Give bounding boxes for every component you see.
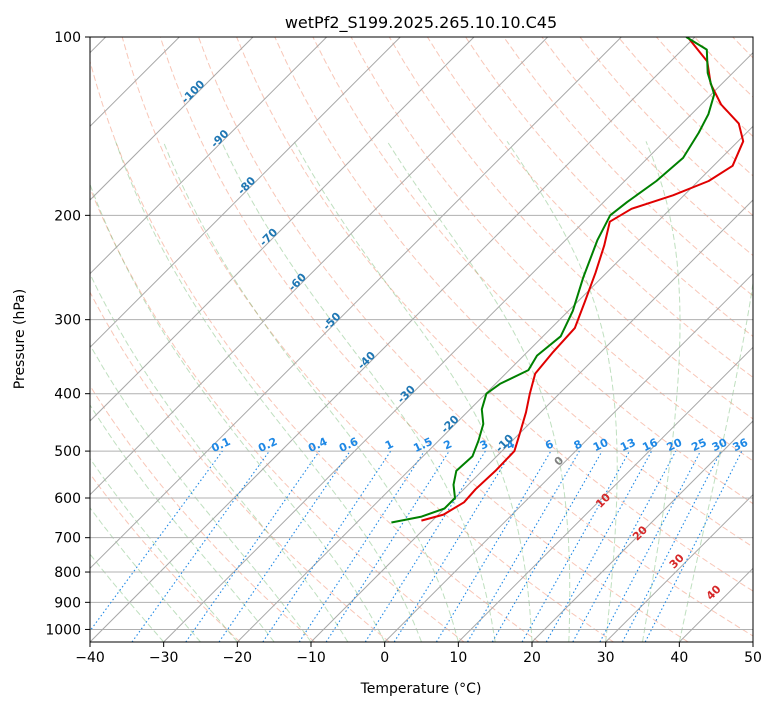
- plot-area-lines: [90, 37, 753, 642]
- dry-adiabat: [503, 37, 753, 297]
- x-tick-label: 30: [597, 650, 615, 666]
- mixing-ratio-label: 16: [640, 436, 660, 454]
- y-tick-label: 300: [54, 313, 81, 329]
- y-tick-label: 100: [54, 30, 81, 46]
- x-tick-label: 20: [523, 650, 541, 666]
- chart-title: wetPf2_S199.2025.265.10.10.C45: [285, 13, 557, 33]
- isotherm-gridline: [90, 37, 696, 642]
- y-tick-label: 1000: [45, 622, 81, 638]
- y-tick-label: 700: [54, 531, 81, 547]
- mixing-ratio-line: [435, 450, 552, 642]
- y-tick-label: 400: [54, 387, 81, 403]
- isotherm-gridline: [90, 37, 328, 275]
- dry-adiabat: [274, 37, 753, 548]
- mixing-ratio-line: [545, 450, 653, 642]
- isotherm-gridline: [90, 37, 622, 570]
- mixing-ratio-line: [572, 450, 677, 642]
- y-tick-label: 200: [54, 208, 81, 224]
- mixing-ratio-label: 36: [731, 436, 751, 454]
- dry-adiabat: [236, 37, 753, 592]
- mixing-ratio-line: [491, 450, 603, 642]
- isotherm-gridline: [90, 37, 475, 422]
- mixing-ratio-line: [325, 450, 450, 642]
- mixing-ratio-line: [364, 450, 486, 642]
- isotherm-gridline: [90, 37, 549, 496]
- mixing-ratio-line: [218, 450, 351, 642]
- dry-adiabat: [90, 384, 316, 642]
- isotherm-gridline: [163, 51, 753, 642]
- x-tick-label: −40: [75, 650, 105, 666]
- mixing-ratio-line: [467, 450, 580, 642]
- x-tick-label: 10: [449, 650, 467, 666]
- x-tick-label: −30: [149, 650, 179, 666]
- y-tick-label: 600: [54, 491, 81, 507]
- x-tick-label: −10: [296, 650, 326, 666]
- dewpoint-profile-line: [391, 37, 716, 524]
- isotherm-gridline: [531, 420, 753, 642]
- dry-adiabat: [90, 472, 241, 642]
- axis-ticks: −40 −30 −20 −10 0 10 20 30 40 50 100 200 300 400 500 60…: [45, 30, 762, 666]
- y-tick-label: 900: [54, 595, 81, 611]
- plot-frame: [89, 36, 754, 643]
- dry-adiabat: [90, 59, 540, 642]
- isotherm-gridline: [90, 37, 254, 201]
- mixing-ratio-line: [521, 450, 630, 642]
- dry-adiabat: [90, 186, 465, 642]
- mixing-ratio-label: 13: [618, 436, 637, 454]
- isotherm-gridline: [384, 272, 753, 642]
- dry-adiabat: [350, 37, 753, 462]
- mixing-ratio-label: 10: [591, 436, 611, 454]
- mixing-ratio-label: 20: [665, 436, 685, 454]
- y-axis-label: Pressure (hPa): [12, 289, 28, 389]
- x-axis-label: Temperature (°C): [360, 681, 482, 697]
- y-tick-label: 800: [54, 565, 81, 581]
- dry-adiabat: [121, 37, 614, 642]
- isotherm-gridline: [605, 493, 753, 642]
- x-tick-label: 40: [670, 650, 688, 666]
- dry-adiabat: [465, 37, 753, 338]
- profile-series: [391, 37, 745, 524]
- dry-adiabat: [388, 37, 753, 420]
- mixing-ratio-label: 30: [710, 436, 730, 454]
- temperature-profile-line: [421, 37, 745, 522]
- dry-adiabat: [90, 291, 390, 642]
- x-tick-label: 50: [744, 650, 762, 666]
- dry-adiabat: [312, 37, 753, 505]
- y-tick-label: 500: [54, 444, 81, 460]
- x-tick-label: −20: [223, 650, 253, 666]
- x-tick-label: 0: [380, 650, 389, 666]
- mixing-ratio-line: [185, 450, 320, 642]
- isotherm-gridline: [310, 199, 753, 642]
- mixing-ratio-label: 25: [689, 436, 708, 454]
- isotherm-gridline: [90, 37, 401, 349]
- mixing-ratio-line: [393, 450, 513, 642]
- isotherm-gridline: [457, 346, 753, 642]
